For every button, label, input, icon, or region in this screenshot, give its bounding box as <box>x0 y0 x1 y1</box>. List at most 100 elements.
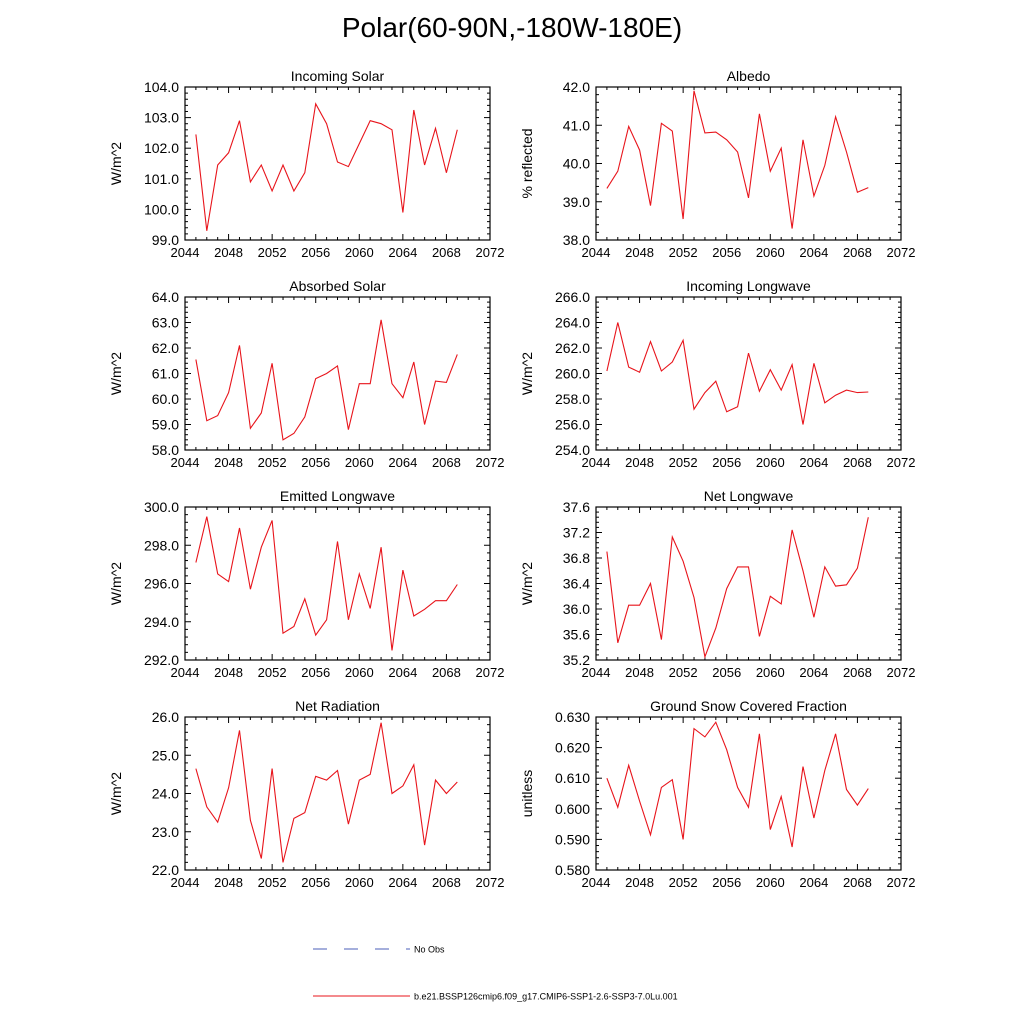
x-tick-label: 2068 <box>432 245 461 260</box>
x-tick-label: 2072 <box>887 875 916 890</box>
plot-frame <box>184 506 491 661</box>
x-tick-label: 2044 <box>582 455 611 470</box>
y-axis-label: W/m^2 <box>108 352 124 395</box>
y-tick-label: 42.0 <box>563 79 590 95</box>
x-tick-label: 2052 <box>258 665 287 680</box>
x-tick-label: 2060 <box>345 875 374 890</box>
x-tick-label: 2060 <box>756 875 785 890</box>
y-tick-label: 99.0 <box>152 232 179 248</box>
series-line <box>606 322 869 425</box>
y-tick-label: 60.0 <box>152 391 179 407</box>
y-tick-label: 258.0 <box>555 391 590 407</box>
y-tick-label: 266.0 <box>555 289 590 305</box>
series-line <box>195 516 458 651</box>
x-tick-label: 2064 <box>799 875 828 890</box>
y-tick-label: 36.4 <box>563 576 590 592</box>
y-tick-label: 100.0 <box>144 201 179 217</box>
x-tick-label: 2072 <box>476 455 505 470</box>
x-tick-label: 2052 <box>258 455 287 470</box>
x-tick-label: 2072 <box>476 665 505 680</box>
x-tick-label: 2060 <box>345 245 374 260</box>
y-tick-label: 40.0 <box>563 156 590 172</box>
plot-frame <box>595 296 902 451</box>
x-tick-label: 2052 <box>669 245 698 260</box>
y-tick-label: 63.0 <box>152 315 179 331</box>
x-tick-label: 2064 <box>799 455 828 470</box>
x-tick-label: 2060 <box>756 245 785 260</box>
y-tick-label: 39.0 <box>563 194 590 210</box>
x-tick-label: 2048 <box>625 875 654 890</box>
y-tick-label: 101.0 <box>144 171 179 187</box>
x-tick-label: 2044 <box>171 665 200 680</box>
y-axis-label: unitless <box>519 770 535 817</box>
y-tick-label: 264.0 <box>555 315 590 331</box>
x-tick-label: 2068 <box>432 455 461 470</box>
panel-title: Emitted Longwave <box>280 488 395 504</box>
series-line <box>606 721 869 848</box>
y-tick-label: 0.600 <box>555 801 590 817</box>
y-axis-label: W/m^2 <box>519 352 535 395</box>
panel-title: Net Longwave <box>704 488 794 504</box>
x-tick-label: 2044 <box>582 245 611 260</box>
y-tick-label: 59.0 <box>152 417 179 433</box>
y-tick-label: 0.620 <box>555 740 590 756</box>
x-tick-label: 2052 <box>258 875 287 890</box>
panel-absorbed-solar: Absorbed Solar W/m^2 2044 2048 2052 2056 2060 2… <box>108 278 504 470</box>
x-tick-label: 2060 <box>756 455 785 470</box>
panel-net-longwave: Net Longwave W/m^2 2044 2048 2052 2056 2060 206… <box>519 488 915 680</box>
x-tick-label: 2052 <box>669 455 698 470</box>
x-tick-label: 2068 <box>843 455 872 470</box>
x-tick-label: 2056 <box>712 665 741 680</box>
y-tick-label: 61.0 <box>152 366 179 382</box>
x-tick-label: 2048 <box>625 245 654 260</box>
x-tick-label: 2072 <box>476 245 505 260</box>
series-line <box>195 102 458 231</box>
x-tick-label: 2048 <box>214 665 243 680</box>
y-tick-label: 254.0 <box>555 442 590 458</box>
x-tick-label: 2068 <box>843 245 872 260</box>
panel-emitted-longwave: Emitted Longwave W/m^2 2044 2048 2052 2056 206… <box>108 488 504 680</box>
y-axis-label: W/m^2 <box>519 562 535 605</box>
x-tick-label: 2068 <box>432 665 461 680</box>
panel-title: Incoming Solar <box>291 68 385 84</box>
y-tick-label: 294.0 <box>144 614 179 630</box>
panel-albedo: Albedo % reflected 2044 2048 2052 2056 2060 206… <box>519 68 915 260</box>
y-tick-label: 22.0 <box>152 862 179 878</box>
panel-title: Net Radiation <box>295 698 380 714</box>
x-tick-label: 2044 <box>582 665 611 680</box>
x-tick-label: 2056 <box>712 875 741 890</box>
y-tick-label: 0.580 <box>555 862 590 878</box>
figure-title: Polar(60-90N,-180W-180E) <box>341 12 683 43</box>
x-tick-label: 2056 <box>301 875 330 890</box>
plot-frame <box>595 506 902 661</box>
panel-title: Albedo <box>727 68 771 84</box>
y-tick-label: 260.0 <box>555 366 590 382</box>
x-tick-label: 2072 <box>887 245 916 260</box>
x-tick-label: 2044 <box>582 875 611 890</box>
y-tick-label: 23.0 <box>152 824 179 840</box>
y-tick-label: 256.0 <box>555 417 590 433</box>
panel-ground-snow-covered-fraction: Ground Snow Covered Fraction unitless 2044… <box>519 698 915 890</box>
x-tick-label: 2072 <box>887 665 916 680</box>
plot-frame <box>184 296 491 451</box>
panel-title: Incoming Longwave <box>686 278 811 294</box>
y-tick-label: 41.0 <box>563 117 590 133</box>
x-tick-label: 2072 <box>476 875 505 890</box>
series-line <box>606 90 869 229</box>
y-tick-label: 62.0 <box>152 340 179 356</box>
x-tick-label: 2052 <box>258 245 287 260</box>
y-axis-label: W/m^2 <box>108 142 124 185</box>
y-tick-label: 25.0 <box>152 747 179 763</box>
x-tick-label: 2044 <box>171 455 200 470</box>
x-tick-label: 2068 <box>843 665 872 680</box>
x-tick-label: 2068 <box>432 875 461 890</box>
x-tick-label: 2064 <box>799 245 828 260</box>
x-tick-label: 2048 <box>625 455 654 470</box>
y-tick-label: 36.8 <box>563 550 590 566</box>
y-tick-label: 37.6 <box>563 499 590 515</box>
panel-incoming-longwave: Incoming Longwave W/m^2 2044 2048 2052 2056 20… <box>519 278 915 470</box>
x-tick-label: 2056 <box>712 455 741 470</box>
x-tick-label: 2044 <box>171 245 200 260</box>
